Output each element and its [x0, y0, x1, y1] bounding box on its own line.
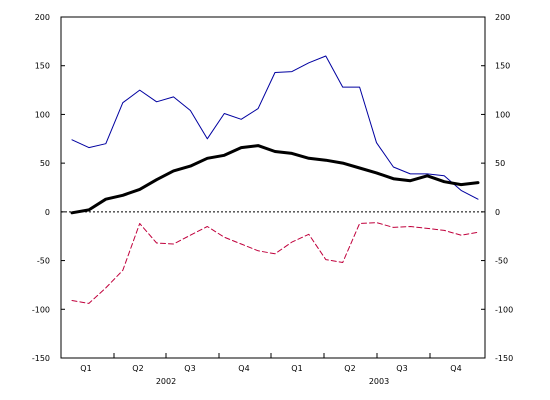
- left-y-axis: 200 150 100 50 0 -50 -100 -150: [32, 13, 65, 363]
- plot-area-frame: [60, 16, 486, 359]
- quarter-label: Q4: [450, 364, 461, 373]
- quarter-label: Q3: [184, 364, 195, 373]
- quarter-label: Q1: [80, 364, 91, 373]
- quarter-label: Q2: [344, 364, 355, 373]
- right-y-tick-label: -50: [495, 257, 508, 266]
- series-line-3: [71, 222, 479, 304]
- y-tick-label: -150: [32, 354, 50, 363]
- y-tick-label: 200: [35, 13, 50, 22]
- quarter-label: Q4: [238, 364, 249, 373]
- right-y-axis: 200 150 100 50 0 -50 -100 -150: [481, 13, 513, 363]
- series-line-2: [70, 144, 480, 215]
- right-y-tick-label: 50: [495, 159, 505, 168]
- x-axis: Q1 Q2 Q3 Q4 Q1 Q2 Q3 Q4 2002 2003: [60, 353, 486, 386]
- y-tick-label: -50: [37, 257, 50, 266]
- right-y-tick-label: 100: [495, 110, 510, 119]
- y-tick-label: 150: [35, 62, 50, 71]
- y-tick-label: -100: [32, 305, 50, 314]
- right-y-tick-label: -150: [495, 354, 513, 363]
- y-tick-label: 50: [40, 159, 50, 168]
- quarter-label: Q2: [132, 364, 143, 373]
- y-tick-label: 0: [45, 208, 50, 217]
- year-label: 2003: [369, 377, 389, 386]
- right-y-tick-label: 0: [495, 208, 500, 217]
- series-line-1: [71, 55, 479, 200]
- right-y-tick-label: -100: [495, 305, 513, 314]
- series-lines: [70, 55, 480, 304]
- quarter-label: Q3: [396, 364, 407, 373]
- right-y-tick-label: 150: [495, 62, 510, 71]
- year-label: 2002: [156, 377, 176, 386]
- y-tick-label: 100: [35, 110, 50, 119]
- right-y-tick-label: 200: [495, 13, 510, 22]
- quarter-label: Q1: [291, 364, 302, 373]
